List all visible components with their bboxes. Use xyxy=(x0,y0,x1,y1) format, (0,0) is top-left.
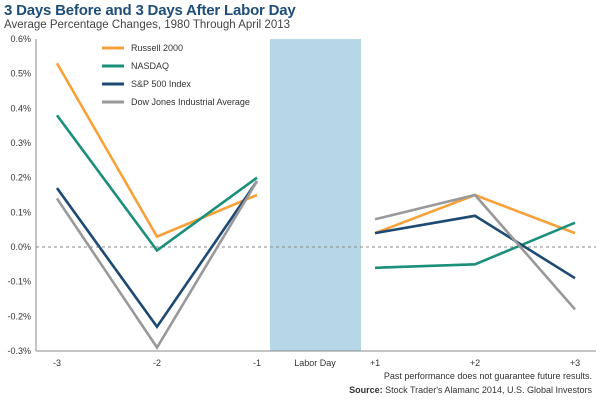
series-line-after xyxy=(374,214,576,280)
series-line-after xyxy=(374,221,576,270)
source-note: Source: Stock Trader's Alamanc 2014, U.S… xyxy=(349,385,592,395)
source-text: Stock Trader's Alamanc 2014, U.S. Global… xyxy=(382,385,592,395)
x-tick-label: +2 xyxy=(470,358,480,368)
legend-label: S&P 500 Index xyxy=(131,79,191,89)
series-line-before xyxy=(55,180,259,350)
series-line-after xyxy=(374,193,576,311)
x-tick-label: -3 xyxy=(53,358,61,368)
y-tick-label: 0.0% xyxy=(10,242,31,252)
legend-label: Russell 2000 xyxy=(131,43,183,53)
y-tick-label: 0.3% xyxy=(10,138,31,148)
series-line-before xyxy=(55,62,258,239)
chart-subtitle: Average Percentage Changes, 1980 Through… xyxy=(4,19,291,31)
series-line-before xyxy=(55,180,259,329)
disclaimer-note: Past performance does not guarantee futu… xyxy=(383,371,592,381)
y-tick-label: 0.1% xyxy=(10,207,31,217)
legend-label: NASDAQ xyxy=(131,61,169,71)
y-tick-label: 0.2% xyxy=(10,173,31,183)
x-tick-label: +3 xyxy=(570,358,580,368)
y-tick-label: -0.2% xyxy=(7,311,31,321)
x-tick-label: -1 xyxy=(253,358,261,368)
y-tick-label: -0.1% xyxy=(7,277,31,287)
x-tick-label: -2 xyxy=(153,358,161,368)
series-line-before xyxy=(55,114,258,253)
y-tick-label: 0.6% xyxy=(10,34,31,44)
labor-day-band xyxy=(270,39,361,351)
x-tick-label: Labor Day xyxy=(294,358,336,368)
y-tick-label: -0.3% xyxy=(7,346,31,356)
chart-title: 3 Days Before and 3 Days After Labor Day xyxy=(4,2,296,19)
source-label: Source: xyxy=(349,385,383,395)
x-tick-label: +1 xyxy=(370,358,380,368)
y-tick-label: 0.4% xyxy=(10,103,31,113)
legend-label: Dow Jones Industrial Average xyxy=(131,97,250,107)
y-tick-label: 0.5% xyxy=(10,69,31,79)
